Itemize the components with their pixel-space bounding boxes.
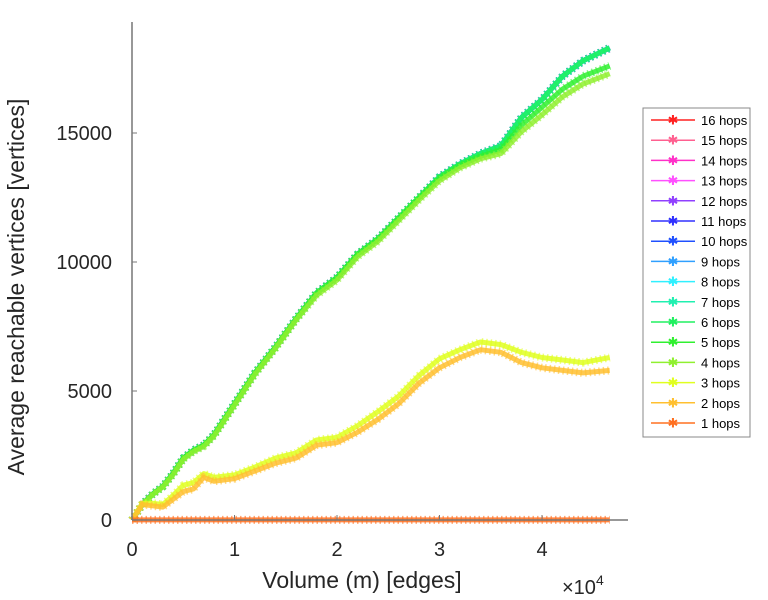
legend-item: ✱ 13 hops xyxy=(651,173,748,189)
legend-items: ✱ 16 hops ✱ 15 hops ✱ 14 hops ✱ 13 hops ✱ 12 hops… xyxy=(651,113,748,431)
series-markers-4-hops xyxy=(128,69,612,523)
legend-label: 10 hops xyxy=(701,234,748,249)
legend-item: ✱ 11 hops xyxy=(651,214,747,229)
y-axis-label: Average reachable vertices [vertices] xyxy=(3,99,29,476)
asterisk-marker-icon: ✱ xyxy=(668,173,679,188)
y-tick-label: 15000 xyxy=(56,123,112,145)
legend-item: ✱ 6 hops xyxy=(651,315,741,330)
x-tick-label: 3 xyxy=(434,539,445,561)
legend-label: 5 hops xyxy=(701,335,741,350)
asterisk-marker-icon: ✱ xyxy=(668,416,679,431)
asterisk-marker-icon: ✱ xyxy=(668,133,679,148)
legend-item: ✱ 16 hops xyxy=(651,113,748,128)
asterisk-marker-icon: ✱ xyxy=(668,214,679,229)
x-tick-label: 2 xyxy=(331,539,342,561)
x-tick-label: 0 xyxy=(126,539,137,561)
legend-item: ✱ 10 hops xyxy=(651,234,748,249)
legend-label: 7 hops xyxy=(701,295,741,310)
legend-item: ✱ 8 hops xyxy=(651,274,741,290)
legend-label: 6 hops xyxy=(701,315,741,330)
legend-item: ✱ 4 hops xyxy=(651,355,741,370)
legend-item: ✱ 3 hops xyxy=(651,375,741,391)
legend-label: 11 hops xyxy=(701,214,747,229)
y-tick-label: 10000 xyxy=(56,252,112,274)
asterisk-marker-icon: ✱ xyxy=(668,254,679,269)
legend-label: 9 hops xyxy=(701,254,741,269)
x-multiplier: ×104 xyxy=(562,572,604,599)
legend-item: ✱ 12 hops xyxy=(651,193,748,209)
tick-layer: 0 1 2 3 4 0 5000 10000 15000 xyxy=(56,123,547,561)
asterisk-marker-icon: ✱ xyxy=(668,294,679,309)
series-line-4-hops xyxy=(129,71,611,522)
legend-label: 12 hops xyxy=(701,194,748,209)
series-line-3-hops xyxy=(129,339,611,522)
x-tick-label: 4 xyxy=(536,539,547,561)
legend-label: 4 hops xyxy=(701,355,741,370)
legend-label: 14 hops xyxy=(701,153,748,168)
legend-label: 13 hops xyxy=(701,174,748,189)
series-line-5-hops xyxy=(129,63,611,522)
asterisk-marker-icon: ✱ xyxy=(668,113,679,128)
asterisk-marker-icon: ✱ xyxy=(668,395,679,410)
legend-label: 2 hops xyxy=(701,396,741,411)
asterisk-marker-icon: ✱ xyxy=(668,193,679,208)
asterisk-marker-icon: ✱ xyxy=(668,335,679,350)
legend-label: 15 hops xyxy=(701,133,748,148)
asterisk-marker-icon: ✱ xyxy=(668,315,679,330)
y-tick-label: 0 xyxy=(101,510,112,532)
series-markers-2-hops xyxy=(128,345,611,523)
series-markers-5-hops xyxy=(128,62,612,523)
x-multiplier-exp: 4 xyxy=(596,572,604,588)
x-multiplier-base: ×10 xyxy=(562,577,596,599)
asterisk-marker-icon: ✱ xyxy=(668,274,679,289)
legend-item: ✱ 15 hops xyxy=(651,133,748,148)
x-tick-label: 1 xyxy=(229,539,240,561)
legend-label: 1 hops xyxy=(701,416,741,431)
legend-item: ✱ 5 hops xyxy=(651,335,741,350)
asterisk-marker-icon: ✱ xyxy=(668,234,679,249)
legend-label: 16 hops xyxy=(701,113,748,128)
asterisk-marker-icon: ✱ xyxy=(668,355,679,370)
asterisk-marker-icon: ✱ xyxy=(668,375,679,390)
legend-item: ✱ 9 hops xyxy=(651,254,741,269)
legend-label: 3 hops xyxy=(701,376,741,391)
legend-item: ✱ 14 hops xyxy=(651,153,748,168)
legend-label: 8 hops xyxy=(701,275,741,290)
series-layer xyxy=(128,44,612,524)
legend: ✱ 16 hops ✱ 15 hops ✱ 14 hops ✱ 13 hops ✱ 12 hops… xyxy=(642,107,751,438)
legend-item: ✱ 7 hops xyxy=(651,294,741,310)
series-line-2-hops xyxy=(129,347,610,522)
asterisk-marker-icon: ✱ xyxy=(668,153,679,168)
legend-item: ✱ 2 hops xyxy=(651,395,741,411)
y-tick-label: 5000 xyxy=(68,381,113,403)
x-axis-label: Volume (m) [edges] xyxy=(262,567,461,593)
legend-item: ✱ 1 hops xyxy=(651,416,741,431)
